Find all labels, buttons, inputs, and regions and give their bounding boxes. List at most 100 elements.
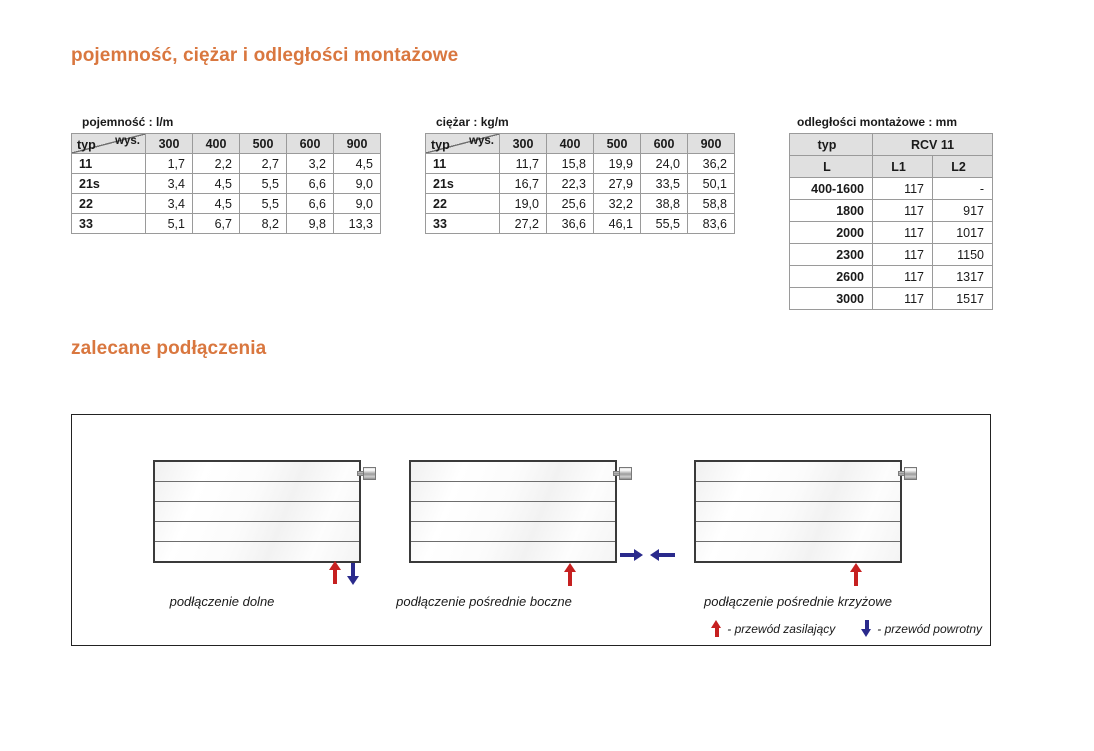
radiator-band — [155, 462, 359, 482]
column-header: 400 — [192, 133, 240, 154]
row-label: 22 — [71, 193, 146, 214]
row-label-length: 3000 — [789, 287, 873, 310]
column-header: 300 — [145, 133, 193, 154]
valve-body — [363, 467, 376, 480]
cell-value: 13,3 — [333, 213, 381, 234]
arrow-head — [861, 629, 872, 637]
cell-value: 32,2 — [593, 193, 641, 214]
cell-value: 25,6 — [546, 193, 594, 214]
radiator-band — [696, 522, 900, 542]
column-header-l: L — [789, 155, 873, 178]
table-row: 21s 16,7 22,3 27,9 33,5 50,1 — [425, 173, 735, 194]
cell-value: 5,5 — [239, 193, 287, 214]
radiator-bands — [411, 462, 615, 561]
legend-item-return: - przewód powrotny — [861, 620, 982, 637]
table-row: 22 19,0 25,6 32,2 38,8 58,8 — [425, 193, 735, 214]
cell-value: 6,6 — [286, 173, 334, 194]
cell-value: 36,6 — [546, 213, 594, 234]
cell-value: 38,8 — [640, 193, 688, 214]
cell-value: 50,1 — [687, 173, 735, 194]
row-label-length: 2300 — [789, 243, 873, 266]
cell-value: 5,5 — [239, 173, 287, 194]
table-header-row: wys. typ 300 400 500 600 900 — [425, 133, 735, 154]
header-model-label: RCV 11 — [872, 133, 993, 156]
table-row: 3000 117 1517 — [789, 287, 993, 310]
row-label: 21s — [425, 173, 500, 194]
table-row: 22 3,4 4,5 5,5 6,6 9,0 — [71, 193, 381, 214]
radiator-bands — [155, 462, 359, 561]
table-row: 2600 117 1317 — [789, 265, 993, 288]
cell-value: 19,9 — [593, 153, 641, 174]
mounting-distances-table: typ RCV 11 L L1 L2 400-1600 117 - 1800 1… — [789, 133, 993, 310]
legend: - przewód zasilający - przewód powrotny — [711, 620, 982, 637]
return-arrow-down-icon — [861, 620, 872, 637]
cell-value: 11,7 — [499, 153, 547, 174]
weight-table: wys. typ 300 400 500 600 900 11 11,7 15,… — [425, 133, 735, 234]
cell-value: 27,9 — [593, 173, 641, 194]
cell-value: 2,2 — [192, 153, 240, 174]
cell-value: 1,7 — [145, 153, 193, 174]
cell-value: 9,8 — [286, 213, 334, 234]
row-label: 33 — [425, 213, 500, 234]
column-header-l2: L2 — [932, 155, 993, 178]
column-header: 500 — [239, 133, 287, 154]
legend-item-supply: - przewód zasilający — [711, 620, 835, 637]
row-label: 11 — [71, 153, 146, 174]
cell-value-l1: 117 — [872, 265, 933, 288]
cell-value-l1: 117 — [872, 287, 933, 310]
arrow-head — [564, 563, 576, 572]
arrow-shaft — [659, 553, 675, 557]
arrow-shaft — [714, 626, 719, 637]
legend-label-return: - przewód powrotny — [877, 621, 982, 636]
cell-value: 33,5 — [640, 173, 688, 194]
cell-value-l2: 1017 — [932, 221, 993, 244]
arrow-head — [650, 549, 659, 561]
row-label-length: 2000 — [789, 221, 873, 244]
cell-value: 19,0 — [499, 193, 547, 214]
page-title-capacity-weight-mounting: pojemność, ciężar i odległości montażowe — [71, 45, 459, 66]
column-header: 900 — [687, 133, 735, 154]
arrow-shaft — [854, 571, 858, 586]
corner-label-height: wys. — [115, 135, 140, 147]
arrow-head — [329, 561, 341, 570]
cell-value-l1: 117 — [872, 243, 933, 266]
cell-value-l2: 1150 — [932, 243, 993, 266]
cell-value: 46,1 — [593, 213, 641, 234]
arrow-head — [347, 576, 359, 585]
radiator-panel — [409, 460, 632, 563]
table-row: 400-1600 117 - — [789, 177, 993, 200]
row-label: 22 — [425, 193, 500, 214]
cell-value-l2: 917 — [932, 199, 993, 222]
arrow-shaft — [864, 620, 869, 631]
radiator-band — [411, 502, 615, 522]
cell-value: 9,0 — [333, 193, 381, 214]
cell-value: 36,2 — [687, 153, 735, 174]
cell-value: 3,4 — [145, 173, 193, 194]
header-type-label: typ — [789, 133, 873, 156]
arrow-shaft — [333, 569, 337, 584]
row-label-length: 1800 — [789, 199, 873, 222]
radiator-band — [696, 542, 900, 561]
cell-value: 9,0 — [333, 173, 381, 194]
arrow-head — [850, 563, 862, 572]
cell-value: 3,2 — [286, 153, 334, 174]
cell-value: 58,8 — [687, 193, 735, 214]
diagram-caption: podłączenie dolne — [169, 594, 275, 609]
diagram-caption: podłączenie pośrednie krzyżowe — [704, 594, 892, 609]
cell-value: 6,7 — [192, 213, 240, 234]
table-row: 21s 3,4 4,5 5,5 6,6 9,0 — [71, 173, 381, 194]
arrow-head — [711, 620, 722, 628]
cell-value: 6,6 — [286, 193, 334, 214]
radiator-bands — [696, 462, 900, 561]
cell-value: 55,5 — [640, 213, 688, 234]
diagram-bottom-connection: podłączenie dolne — [72, 415, 376, 645]
cell-value-l1: 117 — [872, 177, 933, 200]
radiator-band — [155, 482, 359, 502]
valve-body — [904, 467, 917, 480]
cell-value-l1: 117 — [872, 199, 933, 222]
corner-label-height: wys. — [469, 135, 494, 147]
arrow-shaft — [568, 571, 572, 586]
column-header-l1: L1 — [872, 155, 933, 178]
radiator-panel — [153, 460, 376, 563]
arrow-shaft — [351, 563, 355, 578]
